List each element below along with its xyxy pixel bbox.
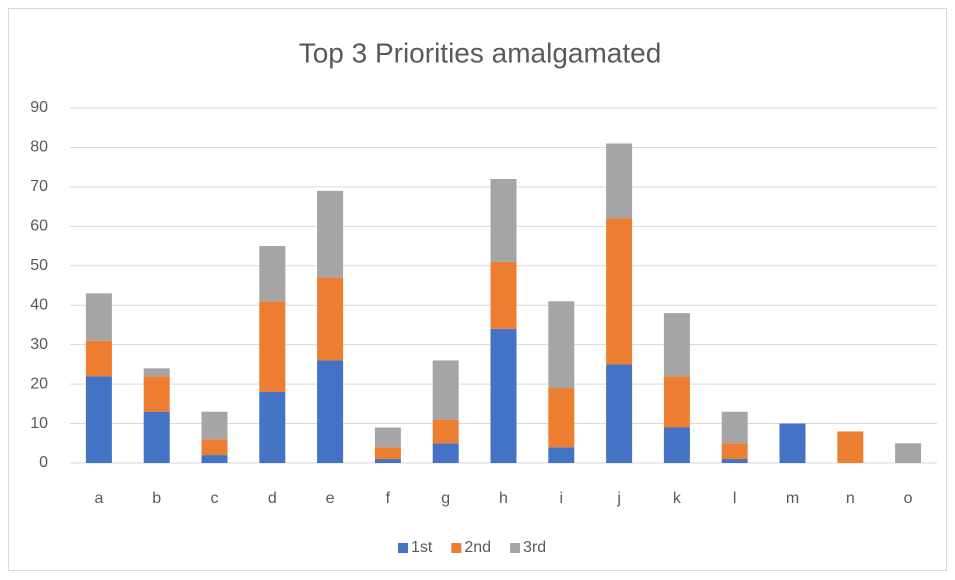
legend-swatch (510, 543, 521, 553)
bar-segment (374, 459, 401, 463)
bar-segment (663, 427, 690, 463)
legend-label: 1st (411, 539, 433, 556)
bar-segment (143, 376, 170, 412)
bar-segment (721, 459, 748, 463)
bar-segment (317, 190, 344, 278)
x-tick-label: a (94, 490, 103, 507)
bar-segment (548, 388, 575, 448)
y-tick-label: 0 (39, 454, 48, 471)
bar-segment (201, 455, 228, 463)
chart-border (8, 8, 947, 571)
bar-segment (663, 376, 690, 428)
x-tick-label: c (211, 490, 219, 507)
x-tick-label: d (268, 490, 277, 507)
bar-segment (317, 360, 344, 463)
bar-segment (606, 218, 633, 365)
y-tick-label: 80 (30, 139, 48, 156)
bar-segment (721, 411, 748, 444)
bar-segment (779, 423, 806, 463)
y-tick-label: 90 (30, 99, 48, 116)
bar-segment (663, 313, 690, 377)
legend-label: 3rd (523, 539, 546, 556)
bar-segment (606, 364, 633, 463)
x-tick-label: i (560, 490, 564, 507)
bar-segment (201, 411, 228, 440)
x-tick-label: n (846, 490, 855, 507)
bar-segment (548, 301, 575, 389)
y-tick-label: 50 (30, 257, 48, 274)
bar-segment (548, 447, 575, 463)
y-tick-label: 60 (30, 218, 48, 235)
y-tick-label: 20 (30, 375, 48, 392)
bar-segment (895, 443, 922, 463)
bar-segment (259, 301, 286, 392)
bar-segment (259, 246, 286, 302)
bar-segment (606, 143, 633, 219)
x-tick-label: e (326, 490, 335, 507)
bar-segment (85, 340, 112, 377)
bar-segment (143, 368, 170, 377)
bar-segment (490, 328, 517, 463)
bar-segment (259, 392, 286, 463)
chart-title: Top 3 Priorities amalgamated (299, 37, 662, 68)
bar-segment (317, 277, 344, 361)
y-tick-label: 30 (30, 336, 48, 353)
bar-segment (374, 427, 401, 448)
bar-segment (837, 431, 864, 463)
x-tick-label: k (673, 490, 682, 507)
bar-segment (490, 179, 517, 262)
x-tick-label: j (616, 490, 621, 507)
x-tick-label: b (152, 490, 161, 507)
bar-segment (85, 376, 112, 463)
y-tick-label: 70 (30, 178, 48, 195)
bar-segment (432, 360, 459, 420)
bar-segment (721, 443, 748, 460)
x-tick-label: l (733, 490, 737, 507)
legend-swatch (398, 543, 408, 553)
bar-segment (432, 443, 459, 463)
bar-segment (374, 447, 401, 460)
bar-segment (201, 439, 228, 456)
x-tick-label: f (386, 490, 391, 507)
x-tick-label: g (441, 490, 450, 507)
bar-segment (490, 261, 517, 329)
legend-swatch (451, 543, 462, 553)
y-tick-label: 10 (30, 415, 48, 432)
bar-segment (85, 293, 112, 341)
legend-label: 2nd (464, 539, 491, 556)
x-tick-label: m (786, 490, 799, 507)
x-tick-label: h (499, 490, 508, 507)
bar-segment (143, 411, 170, 463)
bar-segment (432, 419, 459, 444)
x-tick-label: o (904, 490, 913, 507)
y-tick-label: 40 (30, 296, 48, 313)
